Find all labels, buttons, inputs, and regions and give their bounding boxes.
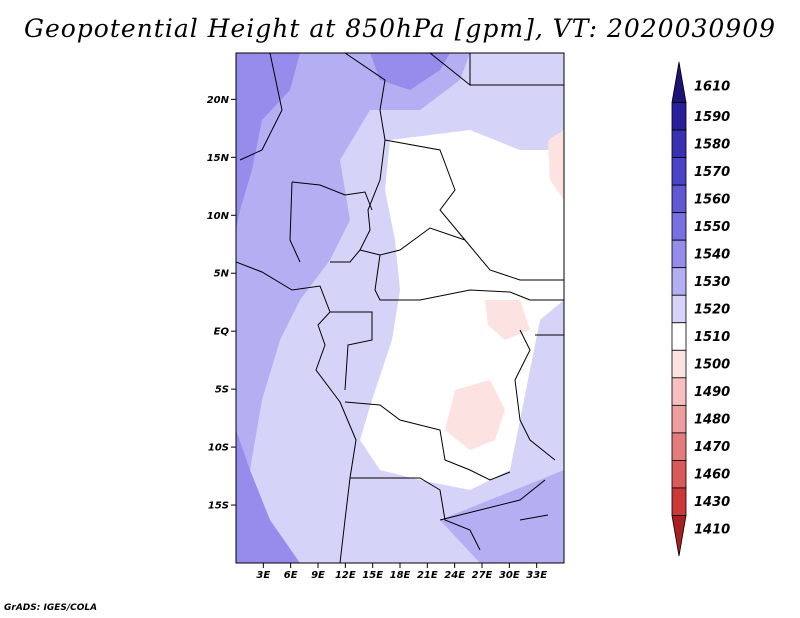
field-1500-south-congo xyxy=(445,380,505,450)
colorbar-label: 1410 xyxy=(694,523,730,538)
lon-tick-label: 6E xyxy=(284,570,298,581)
border-niger-chad xyxy=(330,53,386,263)
field-1500-east xyxy=(548,130,564,200)
colorbar-label: 1570 xyxy=(694,165,730,180)
lat-tick-label: 20N xyxy=(207,95,230,106)
lat-tick-label: 10S xyxy=(208,443,229,454)
colorbar-label: 1500 xyxy=(694,358,730,373)
border-drc-angola xyxy=(344,401,511,481)
field-1510-central xyxy=(360,130,564,490)
border-zambia-south xyxy=(439,479,546,521)
colorbar-label: 1490 xyxy=(694,385,730,400)
colorbar-swatch xyxy=(671,267,687,296)
colorbar-label: 1510 xyxy=(694,330,730,345)
lon-tick-label: 12E xyxy=(335,570,356,581)
border-great-lakes xyxy=(514,329,556,461)
border-chad-sudan xyxy=(384,139,564,281)
colorbar-label: 1530 xyxy=(694,275,730,290)
colorbar-swatch xyxy=(671,349,687,379)
colorbar-swatch xyxy=(671,487,687,516)
field-1540-north xyxy=(370,53,450,90)
lake-malawi-border xyxy=(519,514,549,521)
lon-axis: 3E 6E 9E 12E 15E 18E 21E 24E 27E 30E 33E xyxy=(256,563,547,581)
chart-title: Geopotential Height at 850hPa [gpm], VT:… xyxy=(23,14,777,43)
lon-tick-label: 3E xyxy=(256,570,270,581)
colorbar-label: 1610 xyxy=(694,80,730,95)
lon-tick-label: 9E xyxy=(311,570,325,581)
colorbar-swatch xyxy=(671,294,687,324)
grads-footer: GrADS: IGES/COLA xyxy=(4,603,98,613)
border-car-north xyxy=(359,227,466,256)
lat-tick-label: 5N xyxy=(214,269,230,280)
lon-tick-label: 21E xyxy=(417,570,438,581)
lat-tick-label: 15N xyxy=(207,153,230,164)
colorbar-swatch xyxy=(671,129,687,158)
country-borders xyxy=(236,53,564,563)
colorbar-label: 1550 xyxy=(694,220,730,235)
colorbar-label: 1520 xyxy=(694,303,730,318)
colorbar-swatch xyxy=(671,61,687,103)
colorbar-label: 1470 xyxy=(694,440,730,455)
colorbar-swatch xyxy=(671,377,687,406)
border-nigeria-niger xyxy=(291,181,373,211)
lon-tick-label: 30E xyxy=(499,570,520,581)
lat-tick-label: 5S xyxy=(215,385,229,396)
border-nigeria-benin xyxy=(289,181,301,263)
field-1540-northwest xyxy=(236,53,300,230)
border-angola-zambia xyxy=(350,477,481,551)
lon-tick-label: 18E xyxy=(390,570,411,581)
colorbar-swatch xyxy=(671,157,687,186)
colorbar-label: 1580 xyxy=(694,137,730,152)
lon-tick-label: 27E xyxy=(472,570,493,581)
lon-tick-label: 33E xyxy=(526,570,547,581)
field-1530-west xyxy=(236,53,470,520)
colorbar: 1610 1590 1580 1570 1560 1550 1540 1530 1520 1510… xyxy=(671,61,730,557)
colorbar-swatch xyxy=(671,212,687,241)
colorbar-swatch xyxy=(671,404,687,434)
lon-tick-label: 15E xyxy=(362,570,383,581)
lat-tick-label: 15S xyxy=(208,501,229,512)
colorbar-swatch xyxy=(671,432,687,461)
colorbar-swatch xyxy=(671,322,687,351)
lon-tick-label: 24E xyxy=(444,570,465,581)
colorbar-label: 1560 xyxy=(694,192,730,207)
lat-tick-label: EQ xyxy=(214,327,230,338)
border-car-south xyxy=(374,254,531,301)
field-1500-north-congo xyxy=(485,300,530,340)
colorbar-swatch xyxy=(671,515,687,557)
colorbar-swatch xyxy=(671,184,687,214)
height-field xyxy=(236,53,564,563)
colorbar-label: 1590 xyxy=(694,110,730,125)
colorbar-label: 1480 xyxy=(694,413,730,428)
colorbar-label: 1460 xyxy=(694,468,730,483)
lat-axis: 20N 15N 10N 5N EQ 5S 10S 15S xyxy=(207,95,236,512)
border-gabon-congo xyxy=(330,311,373,391)
colorbar-swatch xyxy=(671,239,687,269)
field-1530-southeast xyxy=(440,470,564,563)
colorbar-swatch xyxy=(671,460,687,489)
colorbar-swatch xyxy=(671,102,687,131)
lat-tick-label: 10N xyxy=(207,211,230,222)
field-1540-southwest xyxy=(236,430,300,563)
colorbar-label: 1540 xyxy=(694,247,730,262)
border-mali-mauritania xyxy=(239,53,283,161)
colorbar-label: 1430 xyxy=(694,495,730,510)
